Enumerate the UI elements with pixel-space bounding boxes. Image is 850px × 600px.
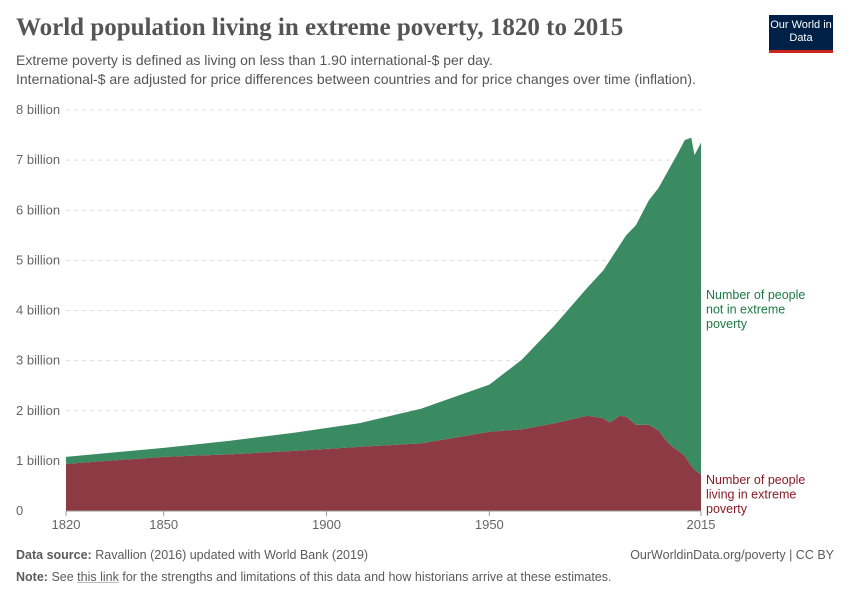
y-tick-label: 5 billion	[16, 252, 60, 267]
area-not-in-poverty	[66, 137, 701, 475]
data-source: Data source: Ravallion (2016) updated wi…	[16, 548, 369, 562]
subtitle: International-$ are adjusted for price d…	[16, 71, 696, 87]
subtitle: Extreme poverty is defined as living on …	[16, 52, 493, 68]
y-tick-label: 4 billion	[16, 303, 60, 318]
note: Note: See this link for the strengths an…	[16, 570, 612, 584]
x-tick-label: 1950	[475, 517, 504, 532]
x-tick-label: 1820	[52, 517, 81, 532]
y-tick-label: 0	[16, 503, 23, 518]
x-tick-label: 1900	[312, 517, 341, 532]
series-label: poverty	[706, 502, 748, 516]
y-tick-label: 7 billion	[16, 152, 60, 167]
y-tick-label: 6 billion	[16, 202, 60, 217]
series-label: Number of people	[706, 473, 805, 487]
note-link[interactable]: this link	[77, 570, 119, 584]
y-tick-label: 2 billion	[16, 403, 60, 418]
owid-logo[interactable]: Our World in Data	[769, 15, 833, 53]
series-label: living in extreme	[706, 488, 796, 502]
y-tick-label: 8 billion	[16, 102, 60, 117]
x-tick-label: 1850	[149, 517, 178, 532]
series-label: Number of people	[706, 288, 805, 302]
source-url[interactable]: OurWorldinData.org/poverty | CC BY	[630, 548, 834, 562]
y-tick-label: 1 billion	[16, 453, 60, 468]
y-tick-label: 3 billion	[16, 353, 60, 368]
x-tick-label: 2015	[687, 517, 716, 532]
series-label: poverty	[706, 317, 748, 331]
series-label: not in extreme	[706, 303, 785, 317]
chart-title: World population living in extreme pover…	[16, 14, 624, 41]
area-in-poverty	[66, 415, 701, 511]
